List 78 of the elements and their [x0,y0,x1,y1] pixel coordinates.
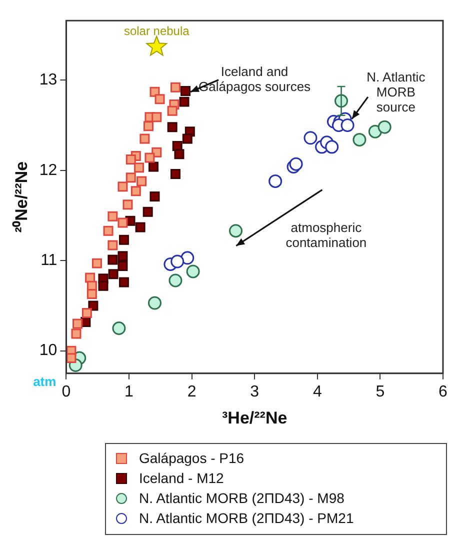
y-tick-label: 12 [39,162,58,179]
x-tick-label: 3 [250,383,260,400]
point [182,134,192,144]
point [352,132,366,146]
point [325,140,339,154]
point [118,251,128,262]
point [167,122,178,132]
point [82,308,92,318]
x-tick-label: 5 [376,383,385,400]
annotation: atmospheric contamination [286,220,367,250]
point [118,277,129,288]
annotation: Iceland and Galápagos sources [198,64,312,94]
point [144,152,155,163]
point [103,226,114,236]
x-tick-label: 4 [312,383,322,400]
point [66,353,76,364]
point [152,112,162,122]
point [180,251,194,265]
point [167,106,178,116]
point [108,254,118,265]
point [135,222,146,232]
point [170,254,184,268]
point [340,118,354,132]
point [92,258,102,268]
point [86,289,97,299]
point [98,280,108,291]
point [118,234,129,245]
point [142,206,153,217]
point [150,192,160,202]
x-tick-label: 2 [187,383,196,400]
point [148,162,158,172]
y-axis-title: ²⁰Ne/²²Ne [12,161,31,233]
point [168,274,182,288]
point [118,261,128,272]
point [112,322,126,336]
point [126,172,136,183]
point [122,200,133,210]
point [378,120,392,134]
point [72,318,82,329]
point [71,328,82,339]
point [118,182,128,192]
point [170,169,180,179]
point [136,176,147,186]
point [289,157,303,171]
point [108,240,118,250]
legend-label: Galápagos - P16 [139,450,244,466]
point [143,121,154,132]
point [304,131,318,145]
point [174,149,184,160]
point [130,186,141,196]
point [180,86,191,96]
point [268,174,282,188]
point [126,154,136,165]
point [108,269,118,280]
annotation: N. Atlantic MORB source [366,70,426,115]
legend-label: N. Atlantic MORB (2ΠD43) - PM21 [139,510,354,526]
legend-label: N. Atlantic MORB (2ΠD43) - M98 [139,490,344,506]
x-tick-label: 1 [124,383,134,400]
point [88,300,98,311]
x-tick-label: 6 [438,383,448,400]
point [229,224,243,238]
point [140,134,150,144]
point [134,162,144,173]
point [186,264,200,278]
y-tick-label: 11 [40,252,58,270]
point [108,211,118,222]
x-axis-title: ³He/²²Ne [222,408,288,428]
y-tick-label: 10 [39,342,58,360]
point [154,94,165,104]
point [118,218,128,228]
x-tick-label: 0 [62,383,71,400]
point [148,296,162,310]
series-label: solar nebula [124,24,190,38]
point [179,96,190,107]
text: atm [33,374,56,389]
legend-label: Iceland - M12 [139,470,224,486]
y-tick-label: 13 [39,72,58,89]
point [170,82,180,92]
